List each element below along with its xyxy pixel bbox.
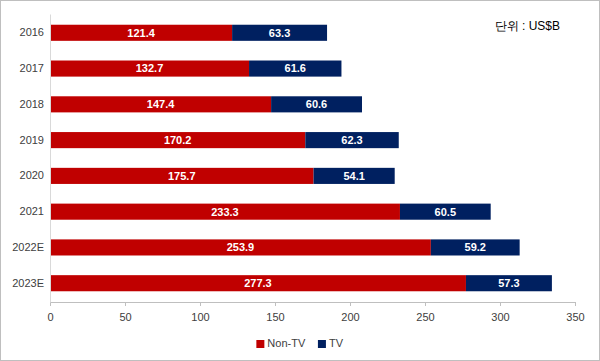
bar-segment <box>50 204 400 220</box>
y-tick-label: 2017 <box>20 62 44 74</box>
x-tick-label: 150 <box>266 311 284 323</box>
x-tick: 250 <box>416 302 434 323</box>
series-bars <box>50 25 466 292</box>
bar-segment <box>50 96 271 112</box>
y-tick: 2018 <box>20 98 50 110</box>
plot: 121.4 132.7 147.4 170.2 175.7 233.3 253.9 277.3… <box>12 15 584 324</box>
y-tick: 2016 <box>20 26 50 38</box>
y-axis: 2016 2017 2018 2019 2020 2021 2022E 2023E <box>12 15 50 303</box>
series-bars <box>232 25 552 292</box>
legend-swatch <box>318 340 326 348</box>
data-label: 59.2 <box>465 241 486 253</box>
y-tick-label: 2020 <box>20 169 44 181</box>
y-tick-label: 2018 <box>20 98 44 110</box>
x-tick-mark <box>200 302 201 306</box>
bar-segment <box>50 239 431 255</box>
bar-segment <box>50 25 232 41</box>
x-tick: 50 <box>119 302 131 323</box>
bars <box>50 25 552 292</box>
x-tick: 0 <box>47 302 53 323</box>
legend-item: Non-TV <box>256 337 306 349</box>
y-axis-line <box>50 15 51 303</box>
data-label: 57.3 <box>498 277 519 289</box>
x-tick: 350 <box>566 302 584 323</box>
x-tick-mark <box>50 302 51 306</box>
bar-segment <box>249 61 341 77</box>
x-tick-mark <box>125 302 126 306</box>
x-tick-label: 0 <box>47 311 53 323</box>
x-tick-mark <box>575 302 576 306</box>
data-label: 62.3 <box>341 134 362 146</box>
x-tick-mark <box>275 302 276 306</box>
x-tick: 300 <box>491 302 509 323</box>
bar-segment <box>431 239 520 255</box>
y-tick-label: 2022E <box>12 241 44 253</box>
x-tick-mark <box>425 302 426 306</box>
x-axis: 0 50 100 150 200 250 300 350 <box>47 302 584 323</box>
x-tick: 150 <box>266 302 284 323</box>
data-label: 61.6 <box>285 62 306 74</box>
legend-label: Non-TV <box>267 337 306 349</box>
chart: 121.4 132.7 147.4 170.2 175.7 233.3 253.9 277.3… <box>0 0 600 361</box>
bar-segment <box>314 168 395 184</box>
x-tick: 200 <box>341 302 359 323</box>
bar-segment <box>305 132 398 148</box>
data-label: 175.7 <box>168 170 196 182</box>
bar-segment <box>50 132 305 148</box>
y-tick: 2019 <box>20 134 50 146</box>
x-tick-label: 300 <box>491 311 509 323</box>
x-tick-label: 50 <box>119 311 131 323</box>
bar-segment <box>50 275 466 291</box>
data-label: 63.3 <box>269 27 290 39</box>
x-tick-label: 250 <box>416 311 434 323</box>
chart-frame <box>1 1 600 361</box>
annotation: 단위 : US$B <box>495 19 560 33</box>
data-label: 60.5 <box>435 206 456 218</box>
bar-segment <box>466 275 552 291</box>
bar-segment <box>50 168 314 184</box>
y-tick: 2023E <box>12 277 50 289</box>
data-labels: 121.4 132.7 147.4 170.2 175.7 233.3 253.9 277.3… <box>127 27 519 289</box>
bar-segment <box>400 204 491 220</box>
x-tick-label: 100 <box>191 311 209 323</box>
y-tick: 2020 <box>20 169 50 181</box>
data-label: 233.3 <box>211 206 239 218</box>
y-tick-label: 2016 <box>20 26 44 38</box>
data-label: 277.3 <box>244 277 272 289</box>
x-tick-mark <box>350 302 351 306</box>
y-tick-label: 2021 <box>20 205 44 217</box>
data-label: 54.1 <box>343 170 364 182</box>
x-tick-label: 350 <box>566 311 584 323</box>
data-label: 60.6 <box>306 98 327 110</box>
data-label: 132.7 <box>136 62 164 74</box>
legend: Non-TV TV <box>256 337 343 349</box>
legend-item: TV <box>318 337 344 349</box>
x-tick: 100 <box>191 302 209 323</box>
data-label: 121.4 <box>127 27 155 39</box>
x-axis-line <box>51 303 576 307</box>
y-tick-label: 2019 <box>20 134 44 146</box>
legend-label: TV <box>329 337 344 349</box>
legend-swatch <box>256 340 264 348</box>
bar-segment <box>271 96 362 112</box>
data-label: 147.4 <box>147 98 175 110</box>
bar-segment <box>50 61 249 77</box>
y-tick-label: 2023E <box>12 277 44 289</box>
x-tick-label: 200 <box>341 311 359 323</box>
data-label: 170.2 <box>164 134 192 146</box>
bar-segment <box>232 25 327 41</box>
x-tick-mark <box>500 302 501 306</box>
data-label: 253.9 <box>227 241 255 253</box>
y-tick: 2017 <box>20 62 50 74</box>
y-tick: 2021 <box>20 205 50 217</box>
y-tick: 2022E <box>12 241 50 253</box>
